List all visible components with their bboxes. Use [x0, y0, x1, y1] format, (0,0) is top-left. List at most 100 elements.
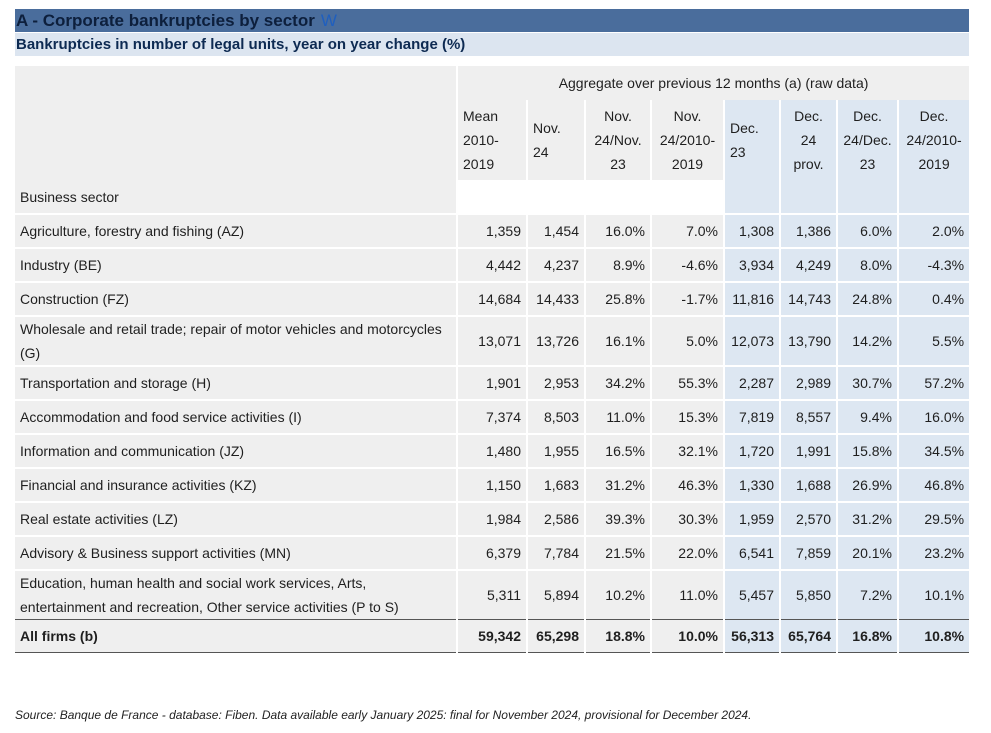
value-cell: -4.3% — [896, 247, 970, 282]
value-cell: 8,503 — [526, 399, 585, 434]
value-cell: 34.2% — [584, 365, 651, 400]
header-blank — [15, 66, 457, 100]
sector-row-blank — [526, 180, 585, 214]
value-cell: 16.8% — [836, 619, 898, 653]
value-cell: 15.3% — [650, 399, 724, 434]
sector-name: Education, human health and social work … — [15, 569, 457, 620]
value-cell: 1,955 — [526, 433, 585, 468]
value-cell: 7,374 — [456, 399, 527, 434]
sector-name: Accommodation and food service activitie… — [15, 399, 457, 434]
value-cell: 1,454 — [526, 213, 585, 248]
value-cell: 7,859 — [779, 535, 837, 570]
value-cell: 46.8% — [896, 467, 970, 502]
value-cell: 13,071 — [456, 315, 527, 366]
w-icon[interactable]: W — [320, 11, 337, 30]
sector-name: Construction (FZ) — [15, 281, 457, 316]
sector-row-blank — [584, 180, 651, 214]
value-cell: 46.3% — [650, 467, 724, 502]
table-subtitle: Bankruptcies in number of legal units, y… — [15, 33, 969, 56]
value-cell: 1,901 — [456, 365, 527, 400]
table-row: Advisory & Business support activities (… — [15, 535, 970, 570]
value-cell: 1,720 — [723, 433, 780, 468]
value-cell: 25.8% — [584, 281, 651, 316]
value-cell: 55.3% — [650, 365, 724, 400]
table-row: Financial and insurance activities (KZ) 1… — [15, 467, 970, 502]
value-cell: 5.0% — [650, 315, 724, 366]
value-cell: 2,989 — [779, 365, 837, 400]
header-blank-2 — [15, 100, 457, 180]
value-cell: 2.0% — [896, 213, 970, 248]
value-cell: 2,287 — [723, 365, 780, 400]
value-cell: 59,342 — [456, 619, 527, 653]
sector-row-blank — [723, 180, 780, 214]
sector-row-blank — [836, 180, 898, 214]
value-cell: 20.1% — [836, 535, 898, 570]
value-cell: 13,726 — [526, 315, 585, 366]
value-cell: 65,298 — [526, 619, 585, 653]
value-cell: 6,541 — [723, 535, 780, 570]
value-cell: 31.2% — [584, 467, 651, 502]
value-cell: 11.0% — [650, 569, 724, 620]
value-cell: 39.3% — [584, 501, 651, 536]
value-cell: 16.1% — [584, 315, 651, 366]
sector-name: Real estate activities (LZ) — [15, 501, 457, 536]
value-cell: -1.7% — [650, 281, 724, 316]
value-cell: 4,249 — [779, 247, 837, 282]
aggregate-header: Aggregate over previous 12 months (a) (r… — [455, 66, 970, 100]
source-note: Source: Banque de France - database: Fib… — [15, 708, 752, 722]
value-cell: 7,819 — [723, 399, 780, 434]
value-cell: 14,684 — [456, 281, 527, 316]
column-header: Dec. 24 prov. — [779, 100, 837, 180]
value-cell: 1,991 — [779, 433, 837, 468]
value-cell: -4.6% — [650, 247, 724, 282]
column-header: Dec. 23 — [723, 100, 780, 180]
value-cell: 14.2% — [836, 315, 898, 366]
value-cell: 1,688 — [779, 467, 837, 502]
value-cell: 30.3% — [650, 501, 724, 536]
column-header-line: Nov. — [604, 108, 632, 124]
value-cell: 10.0% — [650, 619, 724, 653]
column-header-line: 23 — [730, 144, 746, 160]
value-cell: 5,457 — [723, 569, 780, 620]
value-cell: 14,743 — [779, 281, 837, 316]
column-header-line: 2019 — [463, 156, 495, 172]
value-cell: 29.5% — [896, 501, 970, 536]
title-text: A - Corporate bankruptcies by sector — [16, 11, 315, 30]
value-cell: 4,442 — [456, 247, 527, 282]
value-cell: 10.2% — [584, 569, 651, 620]
value-cell: 1,359 — [456, 213, 527, 248]
sector-row-blank — [650, 180, 724, 214]
value-cell: 1,959 — [723, 501, 780, 536]
sector-row-blank — [779, 180, 837, 214]
column-header-line: 23 — [859, 156, 876, 172]
value-cell: 13,790 — [779, 315, 837, 366]
column-header-line: Nov. — [533, 120, 561, 136]
value-cell: 1,386 — [779, 213, 837, 248]
sector-name: Industry (BE) — [15, 247, 457, 282]
column-header: Nov. 24/Nov. 23 — [584, 100, 651, 180]
value-cell: 7,784 — [526, 535, 585, 570]
table-row: Industry (BE) 4,442 4,237 8.9% -4.6% 3,934 4,2… — [15, 247, 970, 282]
value-cell: 5,311 — [456, 569, 527, 620]
sector-name: All firms (b) — [15, 619, 457, 653]
table-row: Information and communication (JZ) 1,480 1… — [15, 433, 970, 468]
value-cell: 1,480 — [456, 433, 527, 468]
value-cell: 1,150 — [456, 467, 527, 502]
column-header-line: 24 — [800, 132, 817, 148]
column-header-line: 24/2010- — [906, 132, 962, 148]
value-cell: 5,894 — [526, 569, 585, 620]
value-cell: 7.2% — [836, 569, 898, 620]
value-cell: 10.1% — [896, 569, 970, 620]
value-cell: 1,308 — [723, 213, 780, 248]
value-cell: 5.5% — [896, 315, 970, 366]
sector-name: Financial and insurance activities (KZ) — [15, 467, 457, 502]
table-row: Construction (FZ) 14,684 14,433 25.8% -1.7% 1… — [15, 281, 970, 316]
column-header-line: Mean — [463, 108, 499, 124]
value-cell: 8.0% — [836, 247, 898, 282]
total-row: All firms (b) 59,342 65,298 18.8% 10.0% 56,31… — [15, 619, 970, 653]
value-cell: 16.0% — [896, 399, 970, 434]
value-cell: 0.4% — [896, 281, 970, 316]
value-cell: 12,073 — [723, 315, 780, 366]
value-cell: 26.9% — [836, 467, 898, 502]
value-cell: 4,237 — [526, 247, 585, 282]
